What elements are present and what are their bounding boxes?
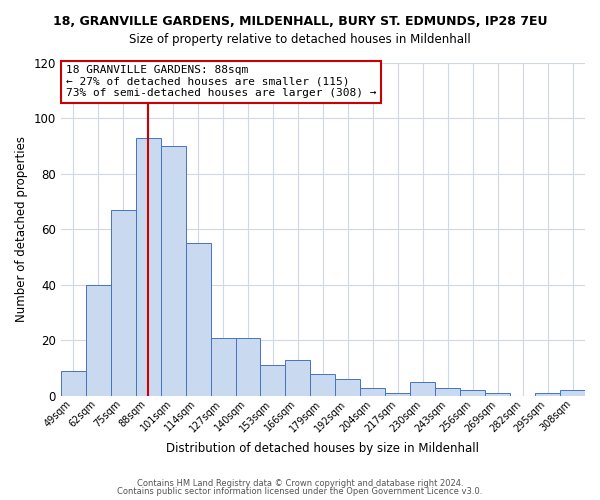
Bar (485, 393, 510, 396)
Bar (111, 210, 136, 396)
Bar (335, 380, 361, 396)
Bar (211, 338, 236, 396)
Bar (410, 382, 435, 396)
Text: Size of property relative to detached houses in Mildenhall: Size of property relative to detached ho… (129, 32, 471, 46)
Bar (61, 371, 86, 396)
Bar (136, 138, 161, 396)
Y-axis label: Number of detached properties: Number of detached properties (15, 136, 28, 322)
Bar (310, 374, 335, 396)
Bar (535, 393, 560, 396)
X-axis label: Distribution of detached houses by size in Mildenhall: Distribution of detached houses by size … (166, 442, 479, 455)
Bar (236, 338, 260, 396)
Bar (435, 388, 460, 396)
Bar (86, 285, 111, 396)
Text: Contains HM Land Registry data © Crown copyright and database right 2024.: Contains HM Land Registry data © Crown c… (137, 478, 463, 488)
Text: 18, GRANVILLE GARDENS, MILDENHALL, BURY ST. EDMUNDS, IP28 7EU: 18, GRANVILLE GARDENS, MILDENHALL, BURY … (53, 15, 547, 28)
Bar (260, 366, 286, 396)
Bar (361, 388, 385, 396)
Bar (286, 360, 310, 396)
Bar (161, 146, 185, 396)
Bar (185, 243, 211, 396)
Bar (560, 390, 585, 396)
Bar (460, 390, 485, 396)
Text: 18 GRANVILLE GARDENS: 88sqm
← 27% of detached houses are smaller (115)
73% of se: 18 GRANVILLE GARDENS: 88sqm ← 27% of det… (66, 66, 376, 98)
Text: Contains public sector information licensed under the Open Government Licence v3: Contains public sector information licen… (118, 487, 482, 496)
Bar (385, 393, 410, 396)
